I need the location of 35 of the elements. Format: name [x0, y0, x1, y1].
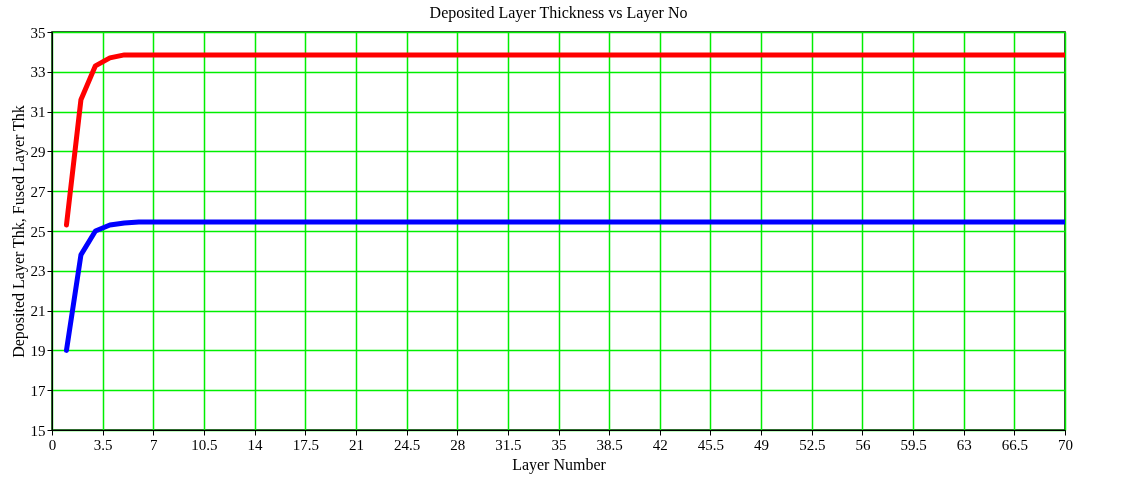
- x-tick-label: 14: [247, 436, 264, 453]
- x-tick-label: 10.5: [191, 436, 218, 453]
- x-tick-label: 42: [652, 436, 668, 453]
- x-tick-label: 59.5: [900, 436, 927, 453]
- x-tick-label: 17.5: [292, 436, 319, 453]
- y-tick-label: 31: [30, 104, 46, 121]
- x-tick-label: 35: [551, 436, 567, 453]
- x-tick-label: 0: [48, 436, 57, 453]
- y-tick-label: 33: [30, 64, 46, 81]
- x-tick-label: 70: [1058, 436, 1073, 453]
- x-tick-label: 3.5: [93, 436, 113, 453]
- y-tick-label: 27: [30, 183, 46, 200]
- y-tick-label: 19: [30, 342, 46, 359]
- x-tick-label: 21: [348, 436, 364, 453]
- y-tick-label: 21: [30, 303, 46, 320]
- y-tick-label: 25: [30, 223, 46, 240]
- x-tick-label: 66.5: [1001, 436, 1028, 453]
- x-tick-label: 45.5: [697, 436, 725, 453]
- x-tick-label: 28: [450, 436, 466, 453]
- x-axis-title: Layer Number: [512, 455, 607, 474]
- y-tick-label: 15: [30, 422, 46, 439]
- x-tick-label: 7: [150, 436, 159, 453]
- x-tick-label: 24.5: [393, 436, 421, 453]
- y-tick-label: 35: [30, 24, 46, 41]
- y-tick-label: 17: [30, 382, 46, 399]
- x-tick-label: 49: [754, 436, 770, 453]
- x-tick-label: 52.5: [799, 436, 826, 453]
- y-tick-label: 29: [30, 143, 46, 160]
- x-tick-label: 56: [855, 436, 871, 453]
- y-axis-title: Deposited Layer Thk, Fused Layer Thk: [9, 105, 28, 358]
- chart-title: Deposited Layer Thickness vs Layer No: [429, 4, 688, 22]
- y-tick-label: 23: [30, 263, 46, 280]
- x-tick-label: 38.5: [596, 436, 623, 453]
- x-tick-label: 31.5: [495, 436, 522, 453]
- x-tick-label: 63: [956, 436, 972, 453]
